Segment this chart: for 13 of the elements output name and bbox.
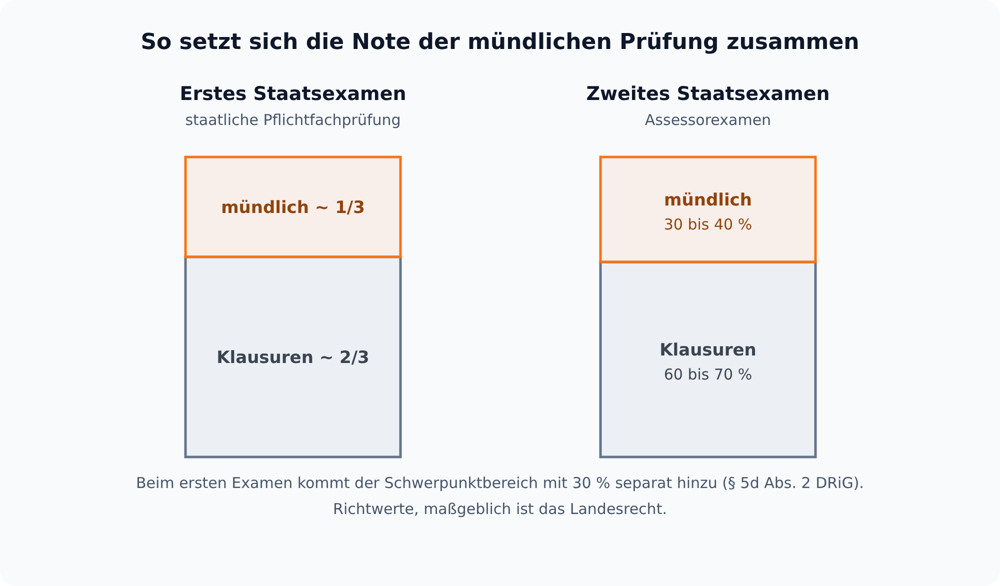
- chart-title: Zweites Staatsexamen: [586, 83, 830, 105]
- chart-title: Erstes Staatsexamen: [180, 83, 406, 105]
- text: Beim ersten Examen kommt der Schwerpunktbereich mit 30 % separat hinzu (§ 5d Abs. 2 DRiG).: [136, 474, 864, 492]
- series-label: Klausuren: [660, 340, 756, 360]
- text: So setzt sich die Note der mündlichen Prüfung zusammen: [140, 30, 860, 55]
- series-label: mündlich: [664, 190, 752, 210]
- chart-subtitle: staatliche Pflichtfachprüfung: [185, 111, 401, 129]
- annotation: 60 bis 70 %: [664, 366, 752, 384]
- series-label: mündlich ~ 1/3: [221, 198, 365, 218]
- text: Richtwerte, maßgeblich ist das Landesrecht.: [333, 500, 667, 518]
- chart-subtitle: Assessorexamen: [644, 111, 772, 129]
- series-label: Klausuren ~ 2/3: [216, 348, 370, 368]
- annotation: 30 bis 40 %: [664, 216, 752, 234]
